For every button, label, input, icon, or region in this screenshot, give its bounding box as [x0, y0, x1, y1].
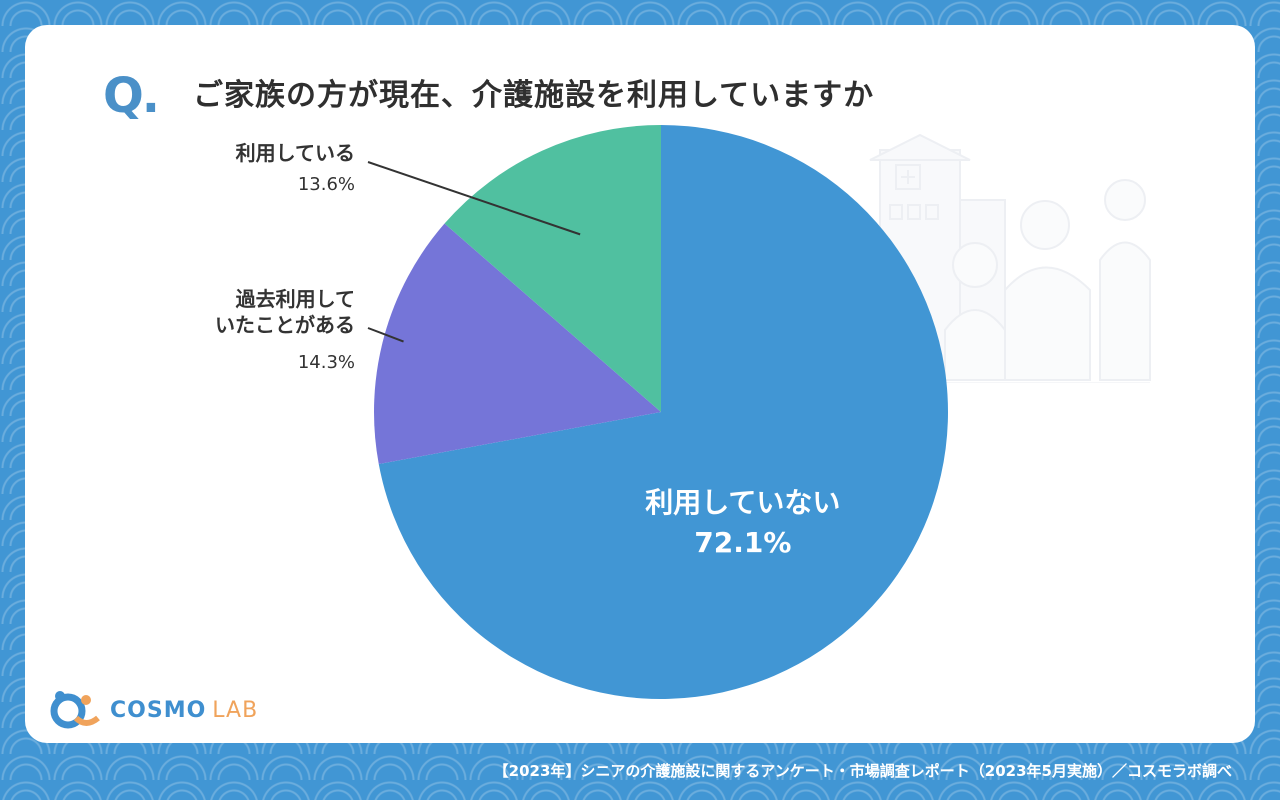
logo-text: COSMO LAB — [110, 698, 258, 723]
slice-label-2: 利用している — [236, 141, 355, 165]
logo-name: COSMO — [110, 698, 207, 723]
slice-label-0: 利用していない — [645, 486, 840, 519]
logo-suffix: LAB — [212, 698, 259, 723]
logo-mark-icon — [50, 693, 86, 729]
pie-slices — [374, 125, 948, 700]
chart-title: ご家族の方が現在、介護施設を利用していますか — [193, 78, 875, 113]
pie-slice-1 — [374, 223, 661, 465]
source-footer: 【2023年】シニアの介護施設に関するアンケート・市場調査レポート（2023年5… — [493, 762, 1232, 780]
pie-slice-0 — [378, 125, 948, 700]
pie-slice-2 — [444, 125, 661, 412]
leader-line-1 — [367, 327, 404, 343]
slice-value-1: 14.3% — [298, 352, 355, 373]
leader-line-2 — [367, 161, 581, 236]
cosmo-lab-logo — [50, 691, 100, 729]
slice-label-1b: いたことがある — [215, 313, 355, 337]
question-mark: Q. — [103, 68, 160, 124]
slice-value-2: 13.6% — [298, 174, 355, 195]
slice-value-0: 72.1% — [694, 526, 791, 559]
slice-label-1a: 過去利用して — [236, 287, 355, 311]
